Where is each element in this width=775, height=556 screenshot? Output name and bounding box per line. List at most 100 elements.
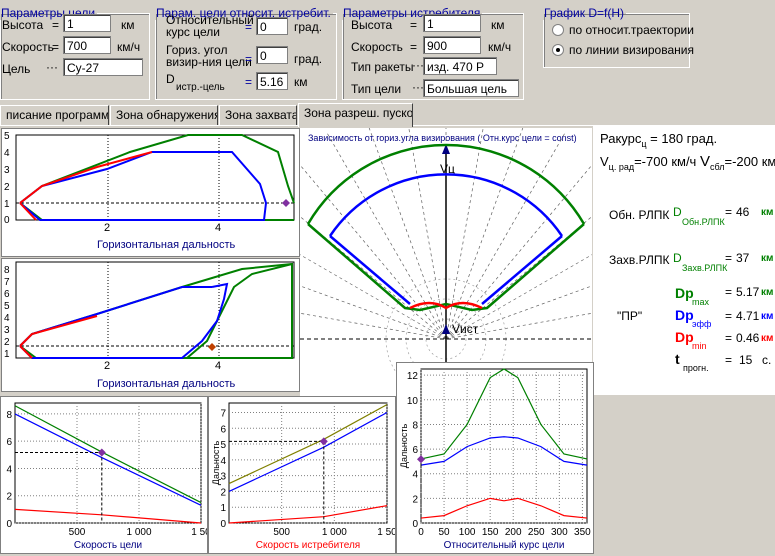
series-line-blue	[420, 436, 588, 466]
rel-course-eq: =	[245, 20, 253, 34]
y-tick-label: 2	[6, 492, 12, 503]
y-tick-label: 0	[6, 519, 12, 530]
target-height-input[interactable]: 1	[63, 14, 111, 32]
missile-type-label: Тип ракеты	[351, 60, 414, 74]
tab-capture-zone[interactable]: Зона захвата	[219, 105, 297, 125]
readouts-panel: Ракурсц = 180 град. Vц. рад=-700 км/ч Vс…	[593, 125, 775, 395]
tab-program-description[interactable]: писание программы	[0, 105, 109, 125]
fighter-speed-eq: =	[410, 40, 418, 54]
series-line-red	[420, 497, 588, 519]
polar-grid-ray	[325, 130, 447, 340]
rel-course-label-2: курс цели	[166, 25, 220, 39]
polar-grid-ray	[445, 184, 631, 340]
target-speed-chart: 500 1 000 1 50 0 2 4 6 8 Скорость цели	[6, 402, 211, 551]
polar-blue-right	[481, 235, 563, 305]
rel-angle-unit: град.	[294, 52, 323, 66]
zahv-unit: км	[761, 253, 774, 264]
y-tick-label: 7	[220, 408, 226, 419]
top-xlabel: Горизонтальная дальность	[97, 239, 236, 251]
rel-course-input[interactable]: 0	[256, 17, 288, 35]
radio-relative-trajectory-label[interactable]: по относит.траектории	[569, 23, 694, 37]
t-unit: с.	[762, 353, 772, 367]
target-speed-input[interactable]: 700	[63, 36, 111, 54]
obn-sub: Обн.РЛПК	[682, 217, 725, 227]
current-value-marker	[97, 448, 106, 457]
y-tick-label: 0	[220, 519, 226, 530]
obn-label: Обн. РЛПК	[609, 208, 670, 222]
dpmin-eq: =	[725, 331, 733, 345]
rel-angle-label-2: визир-ния цели	[166, 55, 252, 69]
obn-unit: км	[761, 207, 774, 218]
side-red-zone-edge	[19, 315, 98, 347]
rel-dist-sublabel: истр.-цель	[176, 82, 225, 93]
fighter-speed-unit: км/ч	[488, 40, 512, 54]
plot-area	[420, 368, 588, 524]
fighter-target-type-eq: ···	[412, 80, 424, 94]
polar-grid-ray	[445, 130, 567, 340]
y-tick-label: 2	[220, 487, 226, 498]
y-tick-label: 6	[6, 437, 12, 448]
y-tick-label: 4	[6, 464, 12, 475]
rakurs-sub: ц	[641, 139, 647, 149]
polar-fighter-label: Vист	[452, 322, 479, 336]
radio-line-of-sight[interactable]	[552, 44, 564, 56]
rel-angle-label-1: Гориз. угол	[166, 43, 228, 57]
side-current-position-marker	[208, 343, 216, 351]
relative-course-chart: 0 50 100 150 200 250 300 350 0 2 4 6 8 10 12 Относитель…	[399, 368, 591, 551]
fighter-target-type-input[interactable]: Большая цель	[423, 79, 519, 97]
radio-line-of-sight-label[interactable]: по линии визирования	[569, 43, 694, 57]
fighter-speed-chart: 500 1 000 1 50 0 1 2 3 4 5 6 7 Скорость истребителя…	[211, 402, 397, 551]
y-tick-label: 0	[412, 519, 418, 530]
rel-dist-label: D	[166, 72, 175, 86]
top-ytick-4: 4	[4, 148, 10, 159]
rel-angle-input[interactable]: 0	[256, 46, 288, 64]
x-axis-label: Скорость истребителя	[256, 539, 360, 551]
top-red-zone-edge	[19, 151, 153, 204]
polar-green-boundary	[307, 223, 585, 312]
dpmax-unit: км	[761, 287, 774, 298]
side-ytick-6: 6	[4, 289, 10, 300]
x-tick-label: 50	[438, 527, 450, 538]
polar-grid-ray	[445, 102, 489, 340]
y-tick-label: 3	[220, 472, 226, 483]
fighter-height-input[interactable]: 1	[423, 14, 481, 32]
fighter-speed-input[interactable]: 900	[423, 36, 481, 54]
polar-target-label: Vц	[440, 162, 455, 176]
y-tick-label: 4	[412, 470, 418, 481]
dpmax-sub: max	[692, 297, 710, 307]
rel-dist-input[interactable]: 5.16	[256, 72, 288, 90]
plot-area	[14, 402, 202, 524]
top-zone-chart: 5 4 3 2 1 0 2 4 Горизонтальная дальность	[4, 131, 295, 251]
y-tick-label: 6	[412, 445, 418, 456]
tab-detection-zone[interactable]: Зона обнаружения	[110, 105, 218, 125]
polar-title: Зависимость от гориз.угла визирования ( …	[308, 133, 577, 143]
rakurs-label: Ракурс	[600, 131, 642, 146]
tab-launch-zone[interactable]: Зона разреш. пусков	[298, 103, 413, 127]
fighter-height-eq: =	[410, 18, 418, 32]
target-speed-label: Скорость	[2, 40, 54, 54]
side-ytick-1: 1	[4, 349, 10, 360]
side-xlabel: Горизонтальная дальность	[97, 378, 236, 390]
graph-mode-group: График D=f(H)	[543, 6, 690, 68]
x-axis-label: Относительный курс цели	[444, 540, 565, 551]
missile-type-input[interactable]: изд. 470 Р	[423, 57, 497, 75]
rel-angle-eq: =	[245, 52, 253, 66]
radio-relative-trajectory[interactable]	[552, 24, 564, 36]
target-speed-unit: км/ч	[117, 40, 141, 54]
target-type-input[interactable]: Су-27	[63, 58, 143, 76]
top-red-zone-lower	[19, 202, 37, 221]
obn-eq: =	[725, 205, 733, 219]
y-tick-label: 4	[220, 456, 226, 467]
polar-grid-ray	[291, 154, 447, 340]
side-xtick-4: 4	[215, 360, 221, 372]
side-ytick-2: 2	[4, 337, 10, 348]
plot-area	[228, 402, 388, 524]
current-value-marker	[319, 437, 328, 446]
top-current-position-marker	[282, 199, 290, 207]
dpeff-sub: эфф	[692, 319, 712, 329]
x-tick-label: 500	[273, 527, 290, 538]
polar-chart-panel: Зависимость от гориз.угла визирования ( …	[209, 99, 683, 400]
x-tick-label: 100	[459, 527, 476, 538]
v-rad-value: =-700 км/ч	[634, 154, 697, 169]
target-height-unit: км	[121, 18, 135, 32]
